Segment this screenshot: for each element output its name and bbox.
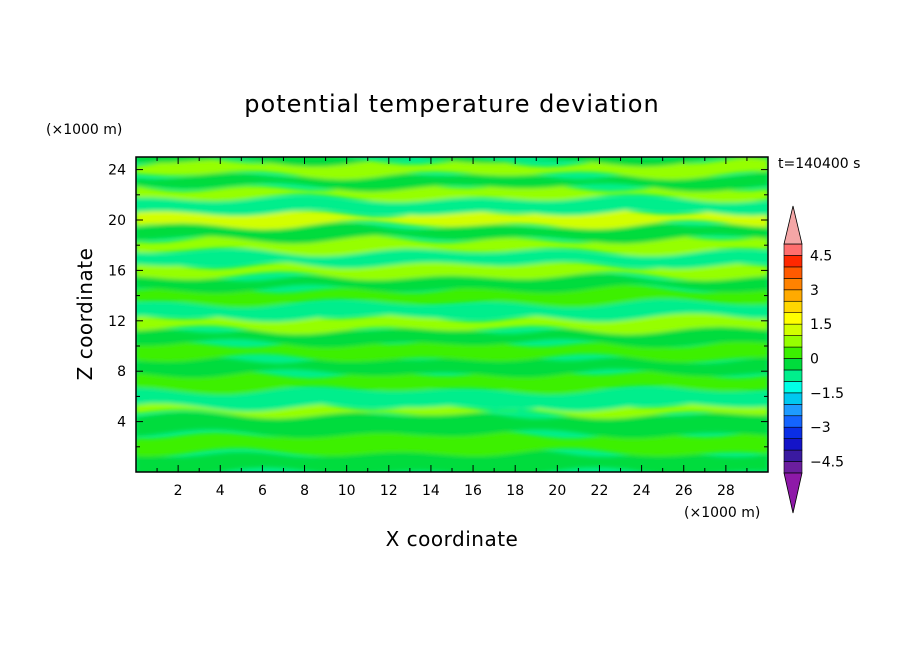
- field-band: [136, 385, 768, 412]
- colorbar-segment: [783, 312, 803, 325]
- colorbar-tick-label: −3: [810, 420, 831, 436]
- field-band: [136, 285, 768, 308]
- x-tick-label: 2: [174, 483, 183, 499]
- y-tick-label: 12: [108, 314, 126, 330]
- x-tick-label: 18: [506, 483, 524, 499]
- x-tick-label: 8: [300, 483, 309, 499]
- y-axis-unit: (×1000 m): [46, 122, 122, 138]
- colorbar-segment: [783, 358, 803, 371]
- colorbar-segment: [783, 381, 803, 394]
- field-band: [136, 169, 768, 192]
- x-tick-label: 26: [675, 483, 693, 499]
- x-tick-label: 10: [338, 483, 356, 499]
- chart-title: potential temperature deviation: [244, 90, 659, 118]
- x-axis-unit: (×1000 m): [684, 505, 760, 521]
- heatmap-field: [136, 157, 768, 472]
- colorbar-segment: [783, 369, 803, 382]
- colorbar-segment: [783, 266, 803, 279]
- field-band: [136, 353, 768, 378]
- field-band: [136, 194, 768, 216]
- x-axis-title: X coordinate: [386, 527, 519, 551]
- field-band: [136, 272, 768, 294]
- field-band: [136, 259, 768, 281]
- colorbar-tick-label: 3: [810, 283, 819, 299]
- colorbar-segment: [783, 461, 803, 474]
- y-tick-label: 20: [108, 213, 126, 229]
- field-band: [136, 369, 768, 395]
- x-tick-label: 6: [258, 483, 267, 499]
- x-tick-label: 14: [422, 483, 440, 499]
- colorbar-tick-label: −1.5: [810, 386, 844, 402]
- colorbar-segment: [783, 255, 803, 268]
- colorbar-segment: [783, 323, 803, 336]
- colorbar: 4.5 3 1.5 0 −1.5 −3 −4.5: [783, 205, 844, 514]
- colorbar-tick-label: 1.5: [810, 317, 832, 333]
- colorbar-under-triangle: [783, 472, 803, 514]
- colorbar-tick-label: 0: [810, 352, 819, 368]
- colorbar-segment: [783, 438, 803, 451]
- y-tick-label: 24: [108, 163, 126, 179]
- colorbar-tick-label: 4.5: [810, 248, 832, 264]
- colorbar-segment: [783, 278, 803, 291]
- colorbar-segment: [783, 426, 803, 439]
- x-tick-label: 4: [216, 483, 225, 499]
- colorbar-tick-label: −4.5: [810, 455, 844, 471]
- colorbar-segment: [783, 449, 803, 462]
- colorbar-segment: [783, 415, 803, 428]
- colorbar-segment: [783, 300, 803, 313]
- x-tick-label: 20: [548, 483, 566, 499]
- colorbar-over-triangle: [783, 205, 803, 245]
- x-tick-label: 28: [717, 483, 735, 499]
- colorbar-segment: [783, 243, 803, 256]
- colorbar-segment: [783, 392, 803, 405]
- y-axis-title: Z coordinate: [73, 248, 97, 381]
- field-band: [136, 207, 768, 230]
- x-tick-label: 16: [464, 483, 482, 499]
- colorbar-segment: [783, 289, 803, 302]
- x-tick-label: 12: [380, 483, 398, 499]
- colorbar-segment: [783, 335, 803, 348]
- x-tick-label: 24: [633, 483, 651, 499]
- y-axis: 4 8 12 16 20 24: [108, 163, 768, 448]
- x-tick-label: 22: [591, 483, 609, 499]
- x-axis: 2 4 6 8 10 12 14 16 18 20 22 24 26 28: [156, 157, 748, 499]
- colorbar-segment: [783, 346, 803, 359]
- time-label: t=140400 s: [778, 156, 860, 172]
- y-tick-label: 4: [117, 415, 126, 431]
- field-band: [136, 183, 768, 203]
- y-tick-label: 8: [117, 364, 126, 380]
- field-band: [136, 449, 768, 472]
- y-tick-label: 16: [108, 263, 126, 279]
- field-band: [136, 157, 768, 167]
- colorbar-segment: [783, 403, 803, 417]
